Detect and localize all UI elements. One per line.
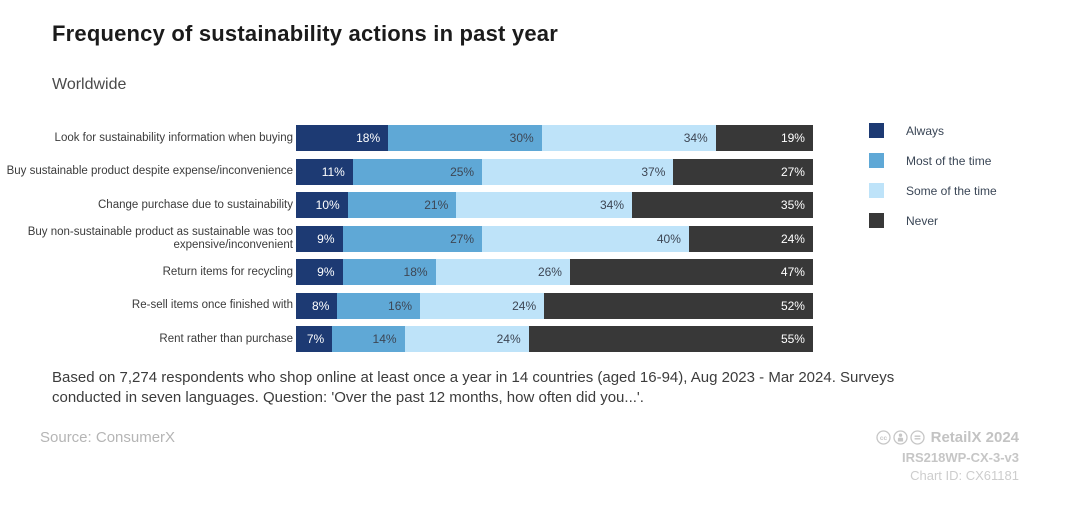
bar-segment-always: 18% — [296, 125, 389, 151]
bar-segment-always: 11% — [296, 158, 353, 185]
legend-item: Some of the time — [869, 183, 997, 198]
bar-segment-always: 8% — [296, 292, 338, 319]
source-label: Source: ConsumerX — [40, 429, 176, 446]
branding-block: cc RetailX 2024 IRS218WP-CX-3-v3 Chart I… — [875, 429, 1019, 483]
footnote: Based on 7,274 respondents who shop onli… — [52, 369, 895, 406]
bar-segment-never: 19% — [715, 125, 813, 151]
stacked-bar: 9% 18% 26% 47% — [296, 259, 813, 285]
bar-segment-some-of-the-time: 24% — [420, 292, 545, 319]
bar-segment-some-of-the-time: 37% — [482, 158, 674, 185]
stacked-bar: 11% 25% 37% 27% — [296, 158, 813, 185]
stacked-bar: 9% 27% 40% 24% — [296, 225, 813, 252]
bar-segment-most-of-the-time: 21% — [347, 192, 457, 218]
legend-label: Most of the time — [906, 153, 992, 168]
legend-swatch — [869, 123, 884, 138]
chart-row: Re-sell items once finished with 8% 16% 24%… — [0, 292, 860, 319]
stacked-bar-chart: Look for sustainability information when… — [0, 125, 860, 360]
stacked-bar: 18% 30% 34% 19% — [296, 125, 813, 151]
legend-swatch — [869, 213, 884, 228]
bar-segment-most-of-the-time: 14% — [332, 326, 405, 352]
bar-segment-most-of-the-time: 30% — [388, 125, 542, 151]
bar-segment-most-of-the-time: 18% — [342, 259, 436, 285]
category-label: Re-sell items once finished with — [131, 299, 293, 311]
publisher-line: cc RetailX 2024 — [875, 429, 1019, 446]
report-reference: IRS218WP-CX-3-v3 — [901, 450, 1019, 465]
stacked-bar: 8% 16% 24% 52% — [296, 292, 813, 319]
bar-segment-never: 52% — [544, 292, 813, 319]
bar-segment-some-of-the-time: 34% — [456, 192, 633, 218]
chart-row: Buy non-sustainable product as sustainab… — [0, 225, 860, 252]
legend-label: Some of the time — [906, 183, 997, 198]
legend-swatch — [869, 153, 884, 168]
legend-swatch — [869, 183, 884, 198]
bar-segment-some-of-the-time: 24% — [404, 326, 529, 352]
page-subtitle: Worldwide — [52, 76, 127, 93]
bar-segment-always: 9% — [296, 225, 343, 252]
bar-segment-always: 10% — [296, 192, 348, 218]
license-icons: cc — [875, 430, 925, 445]
bar-segment-never: 27% — [673, 158, 813, 185]
legend-item: Never — [869, 213, 997, 228]
chart-row: Buy sustainable product despite expense/… — [0, 158, 860, 185]
category-label: Buy sustainable product despite expense/… — [6, 165, 293, 177]
cc-icon: cc — [875, 430, 891, 445]
category-label: Rent rather than purchase — [159, 332, 293, 345]
by-icon — [892, 430, 908, 445]
legend-item: Always — [869, 123, 997, 138]
chart-row: Return items for recycling 9% 18% 26% 47% — [0, 259, 860, 285]
bar-segment-most-of-the-time: 27% — [342, 225, 483, 252]
bar-segment-never: 55% — [528, 326, 813, 352]
bar-segment-never: 35% — [632, 192, 813, 218]
svg-text:cc: cc — [879, 435, 887, 442]
chart-legend: Always Most of the time Some of the time Ne… — [869, 123, 997, 243]
publisher-label: RetailX 2024 — [930, 429, 1019, 446]
legend-item: Most of the time — [869, 153, 997, 168]
category-label: Look for sustainability information when… — [54, 131, 293, 144]
legend-label: Never — [906, 213, 939, 228]
chart-row: Change purchase due to sustainability 10%… — [0, 192, 860, 218]
bar-segment-never: 24% — [688, 225, 813, 252]
chart-id: Chart ID: CX61181 — [910, 468, 1019, 483]
bar-segment-most-of-the-time: 16% — [337, 292, 421, 319]
category-label: Buy non-sustainable product as sustainab… — [27, 225, 293, 251]
bar-segment-never: 47% — [569, 259, 813, 285]
legend-label: Always — [906, 123, 945, 138]
bar-segment-some-of-the-time: 40% — [482, 225, 689, 252]
stacked-bar: 10% 21% 34% 35% — [296, 192, 813, 218]
bar-segment-some-of-the-time: 34% — [541, 125, 716, 151]
category-label: Change purchase due to sustainability — [98, 198, 293, 211]
stacked-bar: 7% 14% 24% 55% — [296, 326, 813, 352]
nd-icon — [909, 430, 925, 445]
bar-segment-always: 7% — [296, 326, 333, 352]
chart-row: Look for sustainability information when… — [0, 125, 860, 151]
page-title: Frequency of sustainability actions in p… — [52, 21, 558, 46]
chart-row: Rent rather than purchase 7% 14% 24% 55% — [0, 326, 860, 352]
bar-segment-most-of-the-time: 25% — [352, 158, 483, 185]
bar-segment-always: 9% — [296, 259, 343, 285]
category-label: Return items for recycling — [162, 265, 293, 278]
bar-segment-some-of-the-time: 26% — [435, 259, 570, 285]
